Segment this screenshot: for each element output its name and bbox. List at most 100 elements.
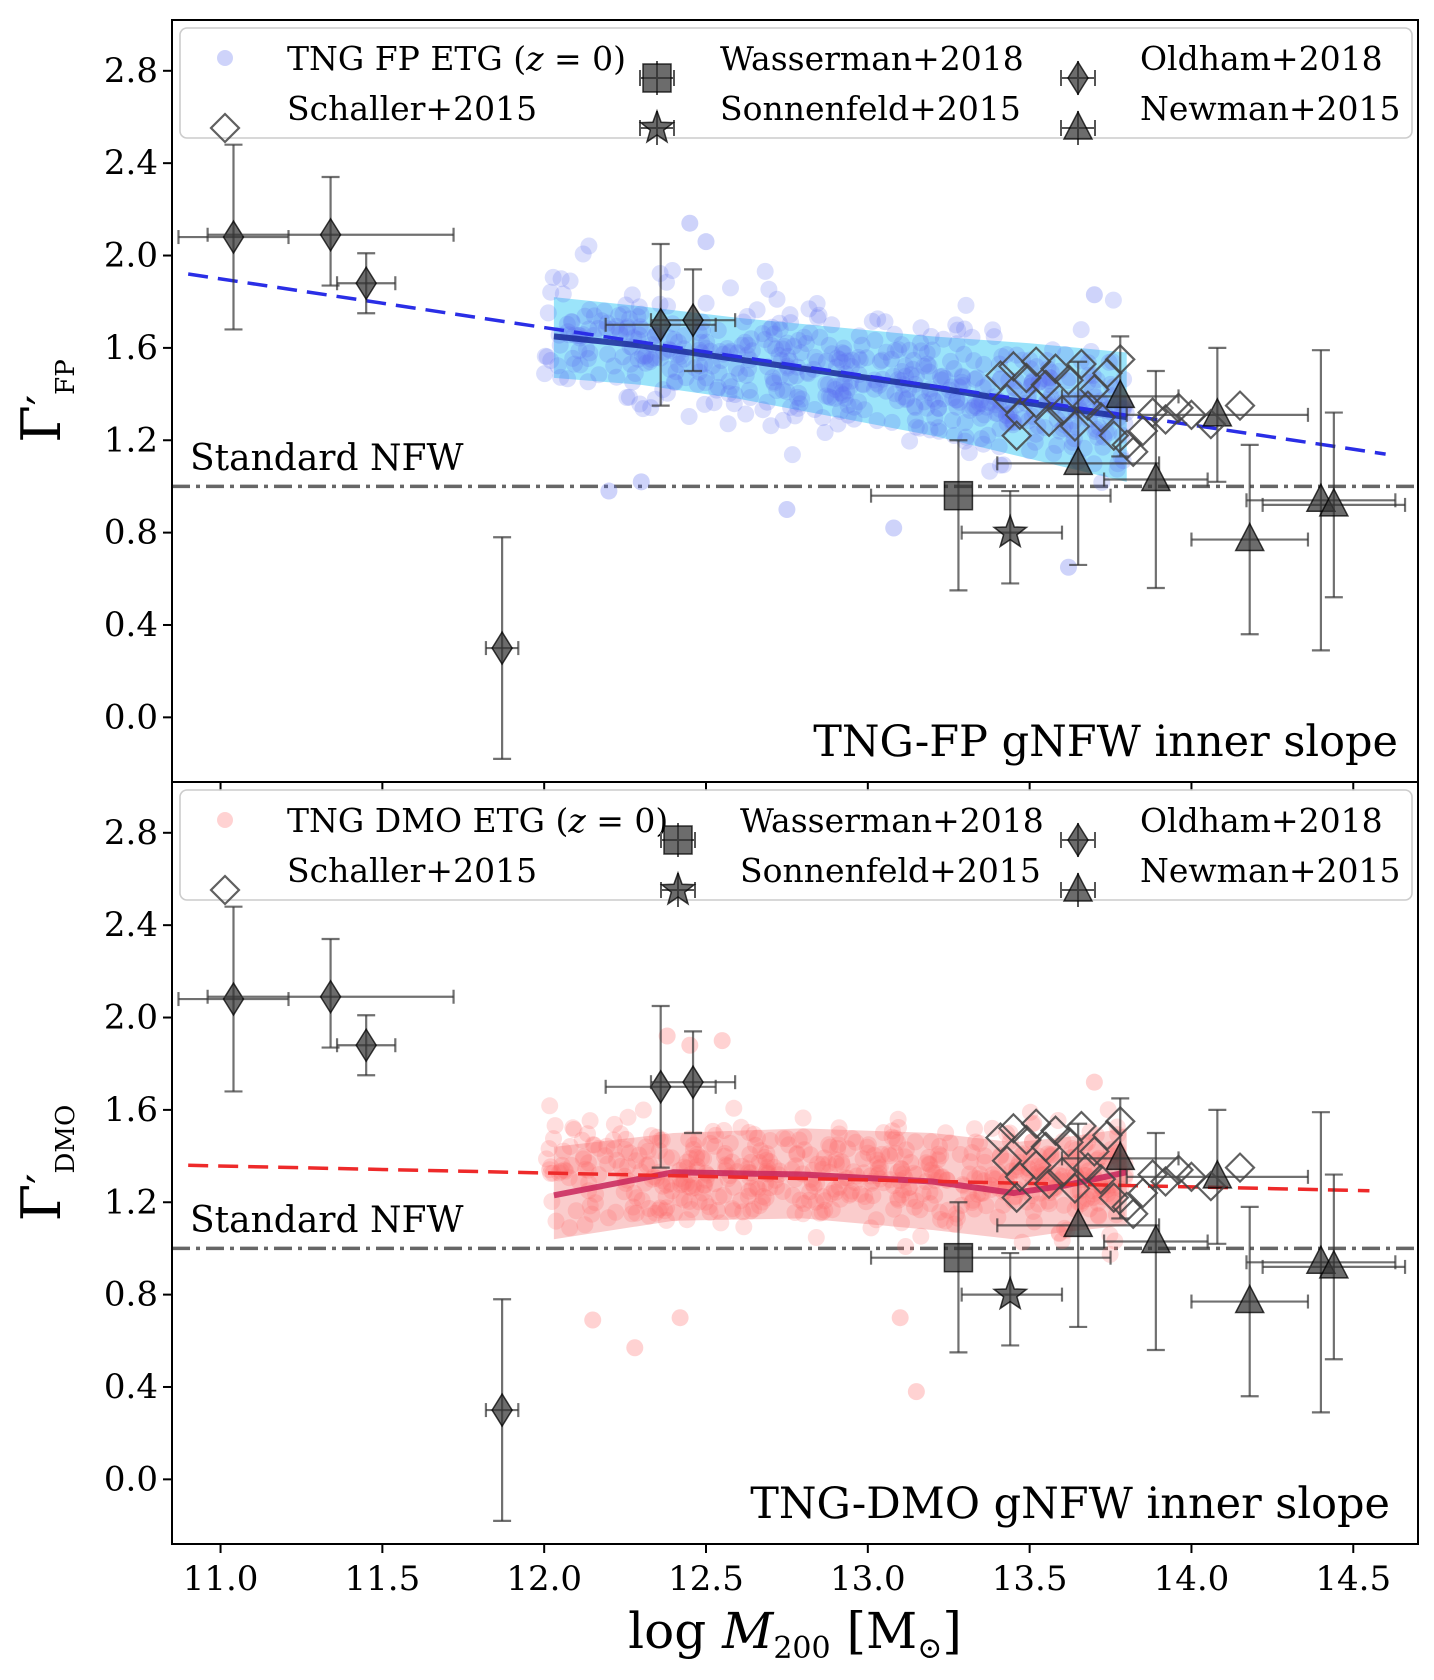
dmo-sim-point <box>998 1172 1015 1189</box>
dmo-sim-point <box>774 1130 792 1147</box>
x-ticks: 11.0 11.5 12.0 12.5 13.0 13.5 14.0 14.5 <box>183 782 1391 1599</box>
fp-sim-point <box>911 419 929 437</box>
fp-sim-point <box>828 349 846 367</box>
dmo-sim-point <box>896 1148 914 1166</box>
fp-sim-point <box>843 351 861 369</box>
dmo-schaller-marker <box>1065 1110 1097 1142</box>
dmo-sim-point <box>843 1182 861 1200</box>
fp-sim-point <box>835 374 853 392</box>
dmo-schaller-marker <box>1098 1182 1130 1214</box>
dmo-sim-point <box>921 1156 939 1173</box>
dmo-sim-point <box>984 1169 1002 1187</box>
fp-sim-point <box>680 408 698 425</box>
fp-y-tick-label: 0.0 <box>104 697 158 737</box>
fp-sim-point <box>817 387 835 405</box>
fp-sim-point <box>696 355 714 372</box>
fp-sim-point <box>544 268 562 286</box>
fp-sim-point <box>820 388 838 406</box>
dmo-sim-point <box>911 1201 929 1219</box>
fp-sim-point <box>1062 421 1080 439</box>
fp-sim-point <box>571 356 589 374</box>
dmo-sim-point <box>639 1142 657 1160</box>
fp-sim-point <box>834 386 852 404</box>
fp-sim-point <box>1060 390 1078 408</box>
dmo-schaller-marker <box>1117 1198 1149 1230</box>
dmo-sim-point <box>716 1145 734 1162</box>
dmo-sim-point <box>694 1184 712 1202</box>
fp-sim-point <box>781 306 799 324</box>
dmo-sim-point <box>891 1309 909 1327</box>
dmo-sim-point <box>564 1119 582 1137</box>
dmo-sim-point <box>657 1148 675 1166</box>
dmo-sim-point <box>1090 1207 1108 1225</box>
fp-oldham-marker <box>682 302 704 338</box>
dmo-sim-point <box>939 1201 957 1219</box>
fp-sim-point <box>642 350 660 368</box>
fp-sim-point <box>920 363 938 381</box>
fp-sim-point <box>949 321 967 339</box>
dmo-sim-point <box>707 1126 724 1144</box>
fp-sim-point <box>614 348 632 366</box>
dmo-sim-point <box>870 1159 888 1177</box>
dmo-sim-point <box>941 1134 959 1152</box>
fp-sim-point <box>926 392 944 410</box>
dmo-scatter-band <box>553 1128 1127 1240</box>
fp-sim-point <box>787 367 805 385</box>
fp-sim-point <box>617 296 635 314</box>
dmo-oldham-marker <box>355 1027 378 1063</box>
fp-sim-point <box>590 366 608 384</box>
dmo-y-tick-label: 0.0 <box>104 1459 158 1499</box>
dmo-sim-point <box>663 1182 681 1200</box>
dmo-sim-point <box>715 1122 733 1139</box>
fp-sim-point <box>763 337 781 355</box>
dmo-sim-point <box>844 1130 861 1148</box>
fp-y-ticks: 2.8 2.4 2.0 1.6 1.2 0.8 0.4 0.0 <box>104 51 172 737</box>
dmo-sim-point <box>833 1156 851 1174</box>
fp-sim-point <box>726 386 744 403</box>
dmo-sim-point <box>619 1108 637 1126</box>
fp-sim-point <box>964 399 982 417</box>
fp-sim-point <box>761 320 779 338</box>
fp-sim-point <box>563 313 581 331</box>
fp-schaller-marker <box>1098 420 1130 452</box>
dmo-sim-point <box>856 1188 874 1205</box>
fp-sim-point <box>822 389 840 407</box>
fp-sim-point <box>841 378 859 396</box>
dmo-schaller-marker <box>984 1122 1017 1154</box>
dmo-sim-point <box>586 1194 604 1212</box>
fp-legend-oldham-shape <box>1067 60 1089 96</box>
dmo-sonnenfeld-point <box>960 1251 1064 1347</box>
dmo-sim-point <box>658 1199 676 1217</box>
fp-sim-point <box>754 325 771 343</box>
dmo-sim-point <box>788 1145 806 1163</box>
fp-sim-point <box>536 347 554 365</box>
dmo-sim-point <box>976 1147 994 1165</box>
fp-sim-point <box>793 390 811 408</box>
dmo-sim-point <box>663 1149 681 1167</box>
dmo-sim-point <box>1024 1202 1042 1220</box>
fp-sim-point <box>634 347 651 365</box>
dmo-sim-point <box>917 1154 935 1172</box>
dmo-sim-point <box>813 1204 831 1222</box>
fp-sim-point <box>760 280 778 298</box>
dmo-sim-point <box>656 1202 674 1220</box>
fp-sim-point <box>893 363 911 380</box>
fp-schaller-marker <box>1065 348 1097 380</box>
fp-sim-point <box>677 369 695 387</box>
fp-sim-point <box>727 359 745 377</box>
dmo-sim-point <box>830 1178 848 1196</box>
dmo-sim-point <box>575 1148 593 1166</box>
fp-legend-newman-label: Newman+2015 <box>1140 89 1401 128</box>
dmo-sim-point <box>1055 1196 1073 1214</box>
fp-sim-point <box>558 315 576 333</box>
fp-sim-point <box>831 351 849 368</box>
fp-sim-point <box>765 373 783 391</box>
fp-sim-point <box>930 399 948 417</box>
dmo-sim-point <box>961 1153 979 1171</box>
x-tick-label: 14.5 <box>1315 1559 1391 1599</box>
fp-newman-marker <box>1202 397 1233 427</box>
fp-sim-point <box>893 336 911 354</box>
fp-sim-point <box>605 357 623 375</box>
fp-sim-point <box>637 347 655 364</box>
